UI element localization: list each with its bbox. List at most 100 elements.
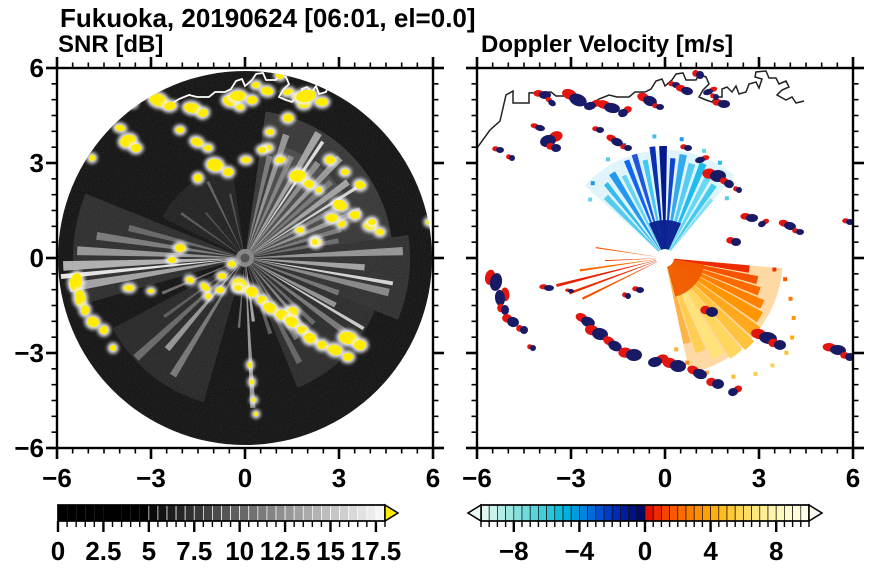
clutter-blob	[596, 100, 620, 114]
echo-blob	[325, 342, 345, 358]
echo-blob	[231, 282, 245, 294]
colorbar-tick-label: −4	[565, 536, 595, 566]
echo-blob	[227, 88, 249, 104]
colorbar-cell	[339, 504, 350, 522]
colorbar-cell	[538, 504, 547, 522]
clutter-blob-navy	[636, 287, 644, 293]
echo-blob-yellow	[89, 155, 95, 161]
clutter-blob-navy	[544, 285, 554, 291]
colorbar-cell	[239, 504, 250, 522]
clutter-blob-navy	[846, 219, 852, 225]
clutter-blob	[840, 352, 852, 361]
clutter-blob-navy	[608, 340, 622, 352]
colorbar-over-arrow	[808, 503, 824, 523]
echo-blob	[352, 178, 368, 192]
velocity-speckle	[772, 267, 777, 272]
colorbar-cell	[85, 505, 95, 521]
echo-blob	[78, 302, 92, 318]
echo-blob	[323, 211, 341, 225]
colorbar-cell	[193, 504, 204, 522]
clutter-blob-navy	[494, 290, 506, 306]
clutter-blob	[733, 186, 742, 193]
echo-blob-yellow	[290, 170, 306, 182]
clutter-blob-navy	[758, 220, 766, 228]
echo-blob-yellow	[254, 412, 258, 416]
echo-blob-yellow	[119, 91, 131, 99]
clutter-blob-navy	[696, 71, 704, 79]
velocity-speckle	[783, 277, 788, 282]
echo-blob-yellow	[128, 99, 136, 107]
velocity-fan-wedge	[669, 183, 717, 251]
clutter-blob	[728, 385, 743, 397]
clutter-blob	[662, 357, 686, 373]
clutter-blob-navy	[624, 145, 632, 151]
echo-blob	[84, 314, 102, 330]
echo-blob-yellow	[276, 71, 284, 79]
velocity-speckle	[652, 134, 657, 139]
echo-blob	[330, 197, 350, 213]
clutter-blob	[726, 237, 741, 246]
clutter-blob	[516, 325, 528, 334]
echo-blob-yellow	[164, 101, 176, 111]
clutter-blob-navy	[551, 144, 561, 152]
colorbar-cell	[94, 505, 104, 521]
colorbar-cell	[595, 504, 605, 522]
colorbar-tick-label: 0	[51, 536, 65, 566]
clutter-blob-navy	[592, 327, 608, 341]
colorbar-cell	[579, 504, 588, 522]
echo-blob-yellow	[218, 273, 226, 279]
colorbar-tick-label: 17.5	[351, 536, 402, 566]
echo-blob	[313, 184, 325, 196]
echo-blob	[183, 274, 197, 286]
clutter-blob-navy	[713, 94, 719, 100]
colorbar-cell	[628, 504, 638, 522]
echo-blob-yellow	[207, 158, 223, 172]
echo-blob	[213, 284, 227, 296]
echo-blob-yellow	[258, 147, 266, 153]
echo-blob-yellow	[241, 157, 251, 163]
clutter-blob	[712, 99, 730, 108]
colorbar-cell	[677, 504, 687, 522]
colorbar-tick-label: 4	[703, 536, 718, 566]
y-tick-label: −6	[14, 433, 44, 463]
coastline-velocity	[478, 70, 805, 148]
echo-blob	[86, 152, 98, 164]
velocity-fan-wedge	[581, 261, 657, 300]
colorbar-cell	[587, 504, 597, 522]
echo-blob	[121, 282, 137, 294]
clutter-blob	[768, 338, 786, 350]
velocity-fan-wedge	[605, 258, 657, 262]
snr-axes: −6 −3 0 3 6 6 3 0 −3 −6	[14, 53, 444, 493]
echo-blob-yellow	[216, 287, 224, 293]
velocity-speckle	[753, 371, 758, 376]
echo-blob	[309, 236, 321, 248]
colorbar-cell	[157, 504, 168, 522]
echo-blob-yellow	[252, 398, 256, 402]
echo-blob-yellow	[325, 156, 335, 164]
echo-blob-yellow	[76, 147, 84, 153]
colorbar-cell	[718, 504, 728, 522]
colorbar-cell	[784, 504, 793, 522]
colorbar-cell	[284, 504, 295, 522]
echo-blob-yellow	[304, 179, 314, 189]
clutter-blob	[692, 70, 704, 79]
echo-blob	[220, 165, 236, 179]
clutter-blob-navy	[703, 88, 713, 96]
clutter-blob-navy	[611, 137, 623, 147]
clutter-blob	[719, 177, 734, 189]
clutter-blob	[652, 103, 664, 110]
colorbar-cell	[175, 504, 186, 522]
x-tick-label: −3	[556, 463, 586, 493]
echo-blob-yellow	[246, 286, 258, 298]
velocity-speckle	[701, 148, 706, 153]
clutter-blob	[778, 219, 796, 231]
clutter-blob-navy	[746, 214, 758, 222]
colorbar-cell	[775, 504, 785, 522]
colorbar-under-arrow	[466, 503, 482, 523]
echo-blob	[301, 330, 319, 346]
colorbar-cell	[293, 504, 304, 522]
colorbar-cell	[710, 504, 720, 522]
clutter-blob-navy	[693, 368, 707, 380]
echo-blob	[204, 156, 226, 174]
